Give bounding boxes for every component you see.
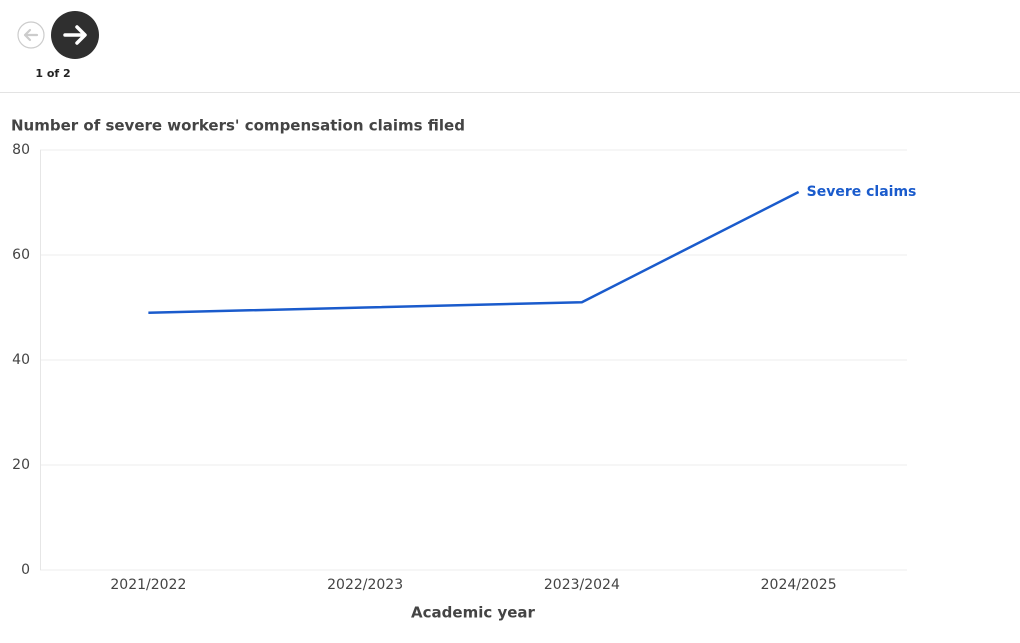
x-axis-label: Academic year: [411, 604, 535, 622]
x-tick-label: 2023/2024: [544, 577, 620, 593]
y-tick-label: 20: [12, 457, 30, 473]
back-button[interactable]: [17, 21, 45, 49]
next-button[interactable]: [51, 11, 99, 59]
y-tick-label: 40: [12, 352, 30, 368]
series-line: [148, 190, 800, 314]
next-arrow[interactable]: [63, 25, 87, 45]
series-label: Severe claims: [807, 184, 917, 200]
y-tick-label: 0: [21, 562, 30, 578]
back-arrow[interactable]: [23, 28, 39, 42]
chart-title: Number of severe workers' compensation c…: [11, 117, 465, 135]
x-tick-label: 2022/2023: [327, 577, 403, 593]
x-tick-label: 2024/2025: [761, 577, 837, 593]
y-tick-label: 60: [12, 247, 30, 263]
pager-label: 1 of 2: [35, 67, 70, 80]
x-tick-label: 2021/2022: [110, 577, 186, 593]
y-tick-label: 80: [12, 142, 30, 158]
